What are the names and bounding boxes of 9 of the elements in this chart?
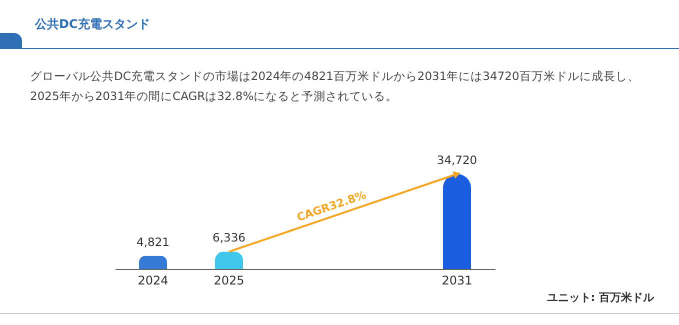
chart-subtitle: グローバル公共DC充電スタンドの市場は2024年の4821百万米ドルから2031年には34720百万米ドルに成長し、2025年から2031年の間にCAGRは32.8%になると予測されている。 xyxy=(30,68,640,105)
x-tick-label: 2024 xyxy=(138,274,168,288)
data-label: 34,720 xyxy=(436,153,478,167)
data-label: 6,336 xyxy=(212,230,246,245)
text: ユニット: 百万米ドル xyxy=(546,290,654,305)
chart-title: 公共DC充電スタンド xyxy=(35,16,150,33)
data-label: 4,821 xyxy=(136,234,170,249)
x-tick-label: 2031 xyxy=(442,274,472,288)
x-tick-label: 2025 xyxy=(214,274,244,288)
